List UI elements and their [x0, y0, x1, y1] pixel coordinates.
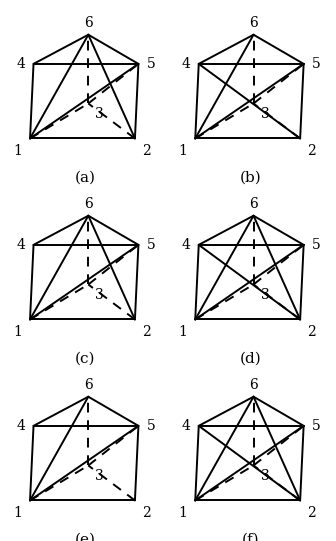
Text: 2: 2 — [142, 144, 151, 159]
Text: 2: 2 — [307, 144, 316, 159]
Text: 1: 1 — [13, 325, 22, 339]
Text: 2: 2 — [307, 325, 316, 339]
Text: 5: 5 — [312, 57, 321, 71]
Text: (b): (b) — [240, 170, 261, 184]
Text: 3: 3 — [95, 107, 104, 121]
Text: 3: 3 — [95, 469, 104, 483]
Text: 4: 4 — [16, 57, 26, 71]
Text: (f): (f) — [242, 532, 259, 541]
Text: 1: 1 — [178, 144, 187, 159]
Text: 4: 4 — [16, 238, 26, 252]
Text: 2: 2 — [307, 506, 316, 520]
Text: 6: 6 — [249, 16, 258, 30]
Text: 5: 5 — [312, 419, 321, 433]
Text: 1: 1 — [178, 506, 187, 520]
Text: 6: 6 — [249, 378, 258, 392]
Text: 6: 6 — [84, 16, 93, 30]
Text: 2: 2 — [142, 325, 151, 339]
Text: 6: 6 — [249, 197, 258, 211]
Text: (e): (e) — [75, 532, 96, 541]
Text: 1: 1 — [13, 506, 22, 520]
Text: 5: 5 — [312, 238, 321, 252]
Text: 3: 3 — [95, 288, 104, 302]
Text: 4: 4 — [182, 57, 191, 71]
Text: 4: 4 — [16, 419, 26, 433]
Text: 3: 3 — [260, 469, 269, 483]
Text: 2: 2 — [142, 506, 151, 520]
Text: 3: 3 — [260, 288, 269, 302]
Text: 6: 6 — [84, 378, 93, 392]
Text: 5: 5 — [146, 419, 155, 433]
Text: 4: 4 — [182, 238, 191, 252]
Text: 4: 4 — [182, 419, 191, 433]
Text: (d): (d) — [240, 352, 261, 366]
Text: 1: 1 — [178, 325, 187, 339]
Text: 5: 5 — [146, 238, 155, 252]
Text: 3: 3 — [260, 107, 269, 121]
Text: 5: 5 — [146, 57, 155, 71]
Text: 1: 1 — [13, 144, 22, 159]
Text: 6: 6 — [84, 197, 93, 211]
Text: (a): (a) — [75, 170, 96, 184]
Text: (c): (c) — [75, 352, 96, 366]
